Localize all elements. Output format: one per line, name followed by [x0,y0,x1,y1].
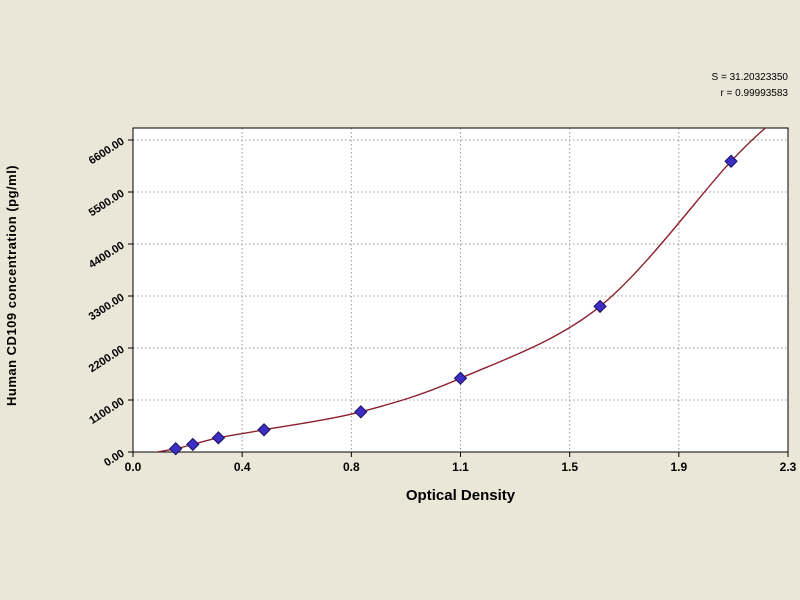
y-tick-label: 0.00 [102,447,127,469]
x-tick-label: 0.0 [125,460,142,474]
x-tick-label: 1.9 [670,460,687,474]
x-axis-label: Optical Density [405,487,516,504]
x-tick-label: 2.3 [780,460,797,474]
fit-statistics: S = 31.20323350 r = 0.99993583 [712,70,788,102]
data-point [211,431,226,445]
data-point [724,154,738,168]
x-tick-label: 0.4 [234,460,251,474]
x-tick-label: 0.8 [343,460,360,474]
y-tick-label: 6600.00 [87,135,127,167]
data-point [453,371,468,385]
y-tick-label: 3300.00 [87,291,127,323]
plot-frame [132,127,789,453]
x-tick-label: 1.5 [561,460,578,474]
data-point [169,441,183,456]
data-point [257,423,271,437]
fit-stat-s: S = 31.20323350 [711,72,788,83]
data-point [186,437,200,452]
x-tick-label: 1.1 [452,460,469,474]
data-point [354,405,368,419]
y-tick-label: 1100.00 [87,395,126,426]
y-tick-label: 4400.00 [87,239,127,271]
data-point [593,299,607,314]
y-tick-label: 2200.00 [87,343,127,375]
plot-background [133,128,788,452]
y-tick-label: 5500.00 [87,187,127,219]
fit-stat-r: r = 0.99993583 [720,88,788,99]
